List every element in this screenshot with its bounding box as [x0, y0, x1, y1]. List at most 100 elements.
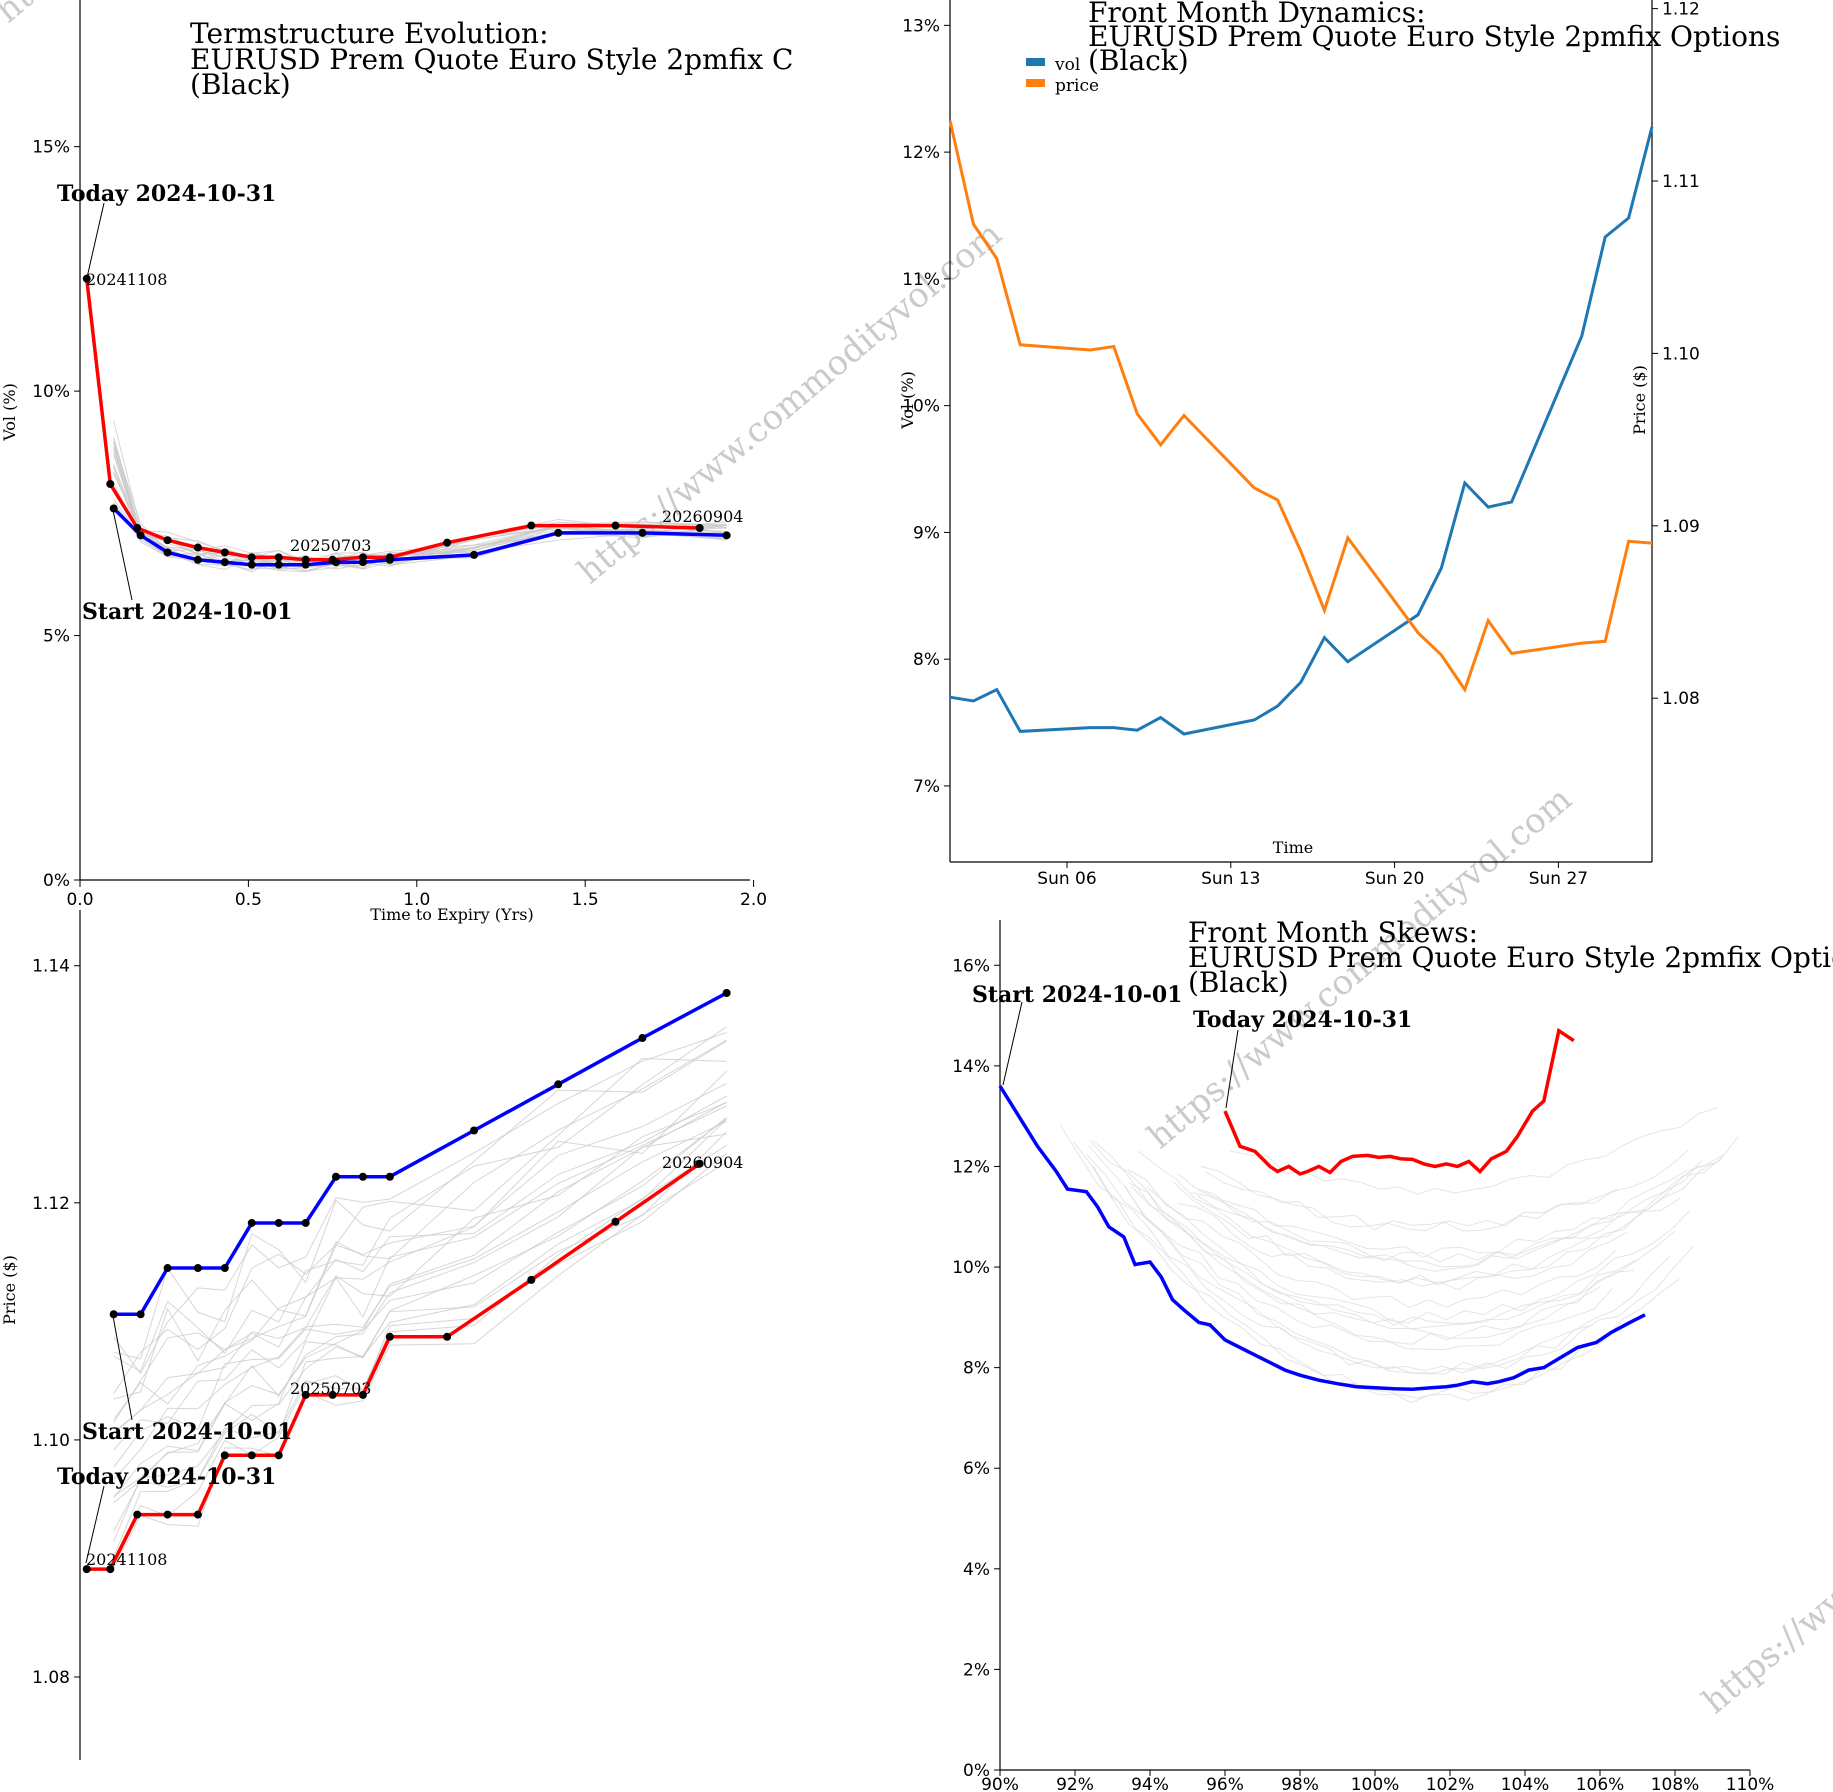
termprice-today-point [527, 1275, 536, 1284]
skew-today-arrow [1225, 1029, 1239, 1109]
termprice-start-point [109, 1310, 118, 1319]
termprice-history-line [113, 1118, 727, 1542]
termprice-today-point [82, 1565, 91, 1574]
front-x-tick-label: Sun 13 [1201, 869, 1260, 889]
termvol-y-axis-title: Vol (%) [0, 383, 19, 442]
skew-history-lines [1060, 1107, 1739, 1404]
skew-y-tick-label: 14% [952, 1057, 990, 1077]
front-x-tick-label: Sun 27 [1529, 869, 1588, 889]
termvol-today-point [611, 521, 620, 530]
front-x-tick-label: Sun 20 [1365, 869, 1424, 889]
termvol-start-point [554, 528, 563, 537]
front-x-axis-title: Time [1273, 838, 1313, 857]
legend-label-price: price [1055, 76, 1099, 96]
termprice-y-ticks: 1.08 1.10 1.12 1.14 [32, 957, 80, 1688]
skew-title-line-2: EURUSD Prem Quote Euro Style 2pmfix Opti… [1188, 941, 1833, 974]
termprice-history-line [113, 1070, 727, 1420]
front-y-tick-label: 11% [902, 270, 940, 290]
termvol-x-tick-label: 0.5 [235, 890, 262, 910]
termprice-history-lines [113, 1026, 727, 1569]
skew-today-line [1223, 1027, 1575, 1176]
skew-x-tick-label: 102% [1426, 1775, 1475, 1792]
termprice-today-point [695, 1159, 704, 1168]
front-panel: 7%8%9%10%11%12%13% 1.081.091.101.111.12 … [898, 0, 1780, 889]
termprice-today-point [247, 1451, 256, 1460]
termvol-y-tick-label: 10% [32, 382, 70, 402]
termvol-last-expiry-label: 20260904 [662, 507, 743, 526]
skew-y-tick-label: 2% [963, 1660, 990, 1680]
skew-y-tick-label: 0% [963, 1761, 990, 1781]
skew-history-line [1177, 1202, 1628, 1291]
termprice-history-line [113, 1095, 727, 1434]
termvol-start-point [274, 560, 283, 569]
skew-history-line [1086, 1153, 1593, 1374]
termprice-start-point [638, 1034, 647, 1043]
front-price-line [948, 120, 1653, 693]
termvol-today-point [193, 543, 202, 552]
termvol-start-point [163, 548, 172, 557]
front-x-ticks: Sun 06 Sun 13 Sun 20 Sun 27 [1037, 862, 1588, 889]
termvol-x-tick-label: 0.0 [66, 890, 93, 910]
legend-swatch-price [1026, 79, 1045, 87]
skew-history-line [1229, 1107, 1718, 1195]
termvol-start-point [331, 558, 340, 567]
termprice-today-line [86, 1162, 701, 1571]
termprice-start-point [301, 1218, 310, 1227]
termprice-start-point [136, 1310, 145, 1319]
termprice-today-point [220, 1451, 229, 1460]
termvol-start-point [358, 558, 367, 567]
termvol-today-point [163, 536, 172, 545]
termprice-history-line [113, 1105, 727, 1451]
termvol-x-tick-label: 1.5 [572, 890, 599, 910]
termprice-start-annotation: Start 2024-10-01 [82, 1419, 292, 1445]
termprice-start-point [554, 1080, 563, 1089]
termprice-y-tick-label: 1.10 [32, 1431, 70, 1451]
skew-history-line [1205, 1171, 1618, 1231]
termprice-y-axis-title: Price ($) [0, 1255, 19, 1325]
front-title-line-1: Front Month Dynamics: [1088, 0, 1426, 29]
skew-series [998, 1027, 1646, 1392]
front-y2-tick-label: 1.10 [1662, 344, 1700, 364]
termprice-y-tick-label: 1.12 [32, 1194, 70, 1214]
skew-history-line [1093, 1166, 1694, 1375]
termprice-start-point [220, 1264, 229, 1273]
front-right-y-ticks: 1.08 1.09 1.10 1.11 1.12 [1652, 0, 1700, 709]
skew-y-ticks: 0% 2% 4% 6% 8% 10% 12% 14% 16% [952, 956, 1000, 1781]
legend-swatch-vol [1026, 58, 1045, 66]
termvol-today-point [527, 521, 536, 530]
front-y-tick-label: 9% [913, 523, 940, 543]
skew-y-tick-label: 6% [963, 1459, 990, 1479]
front-y-tick-label: 7% [913, 777, 940, 797]
termprice-start-point [722, 988, 731, 997]
skew-history-line [1173, 1181, 1681, 1284]
skew-start-line [998, 1085, 1646, 1392]
front-series [948, 120, 1654, 736]
termprice-mid-expiry-label: 20250703 [290, 1379, 371, 1398]
termprice-today-point [106, 1565, 115, 1574]
front-y-tick-label: 10% [902, 397, 940, 417]
termprice-today-point [301, 1390, 310, 1399]
front-y2-tick-label: 1.11 [1662, 172, 1700, 192]
front-title-line-2: EURUSD Prem Quote Euro Style 2pmfix Opti… [1088, 20, 1780, 53]
skew-history-line [1089, 1139, 1634, 1341]
termprice-today-point [274, 1451, 283, 1460]
skew-x-tick-label: 100% [1351, 1775, 1400, 1792]
skew-x-tick-label: 98% [1281, 1775, 1319, 1792]
skew-y-tick-label: 16% [952, 956, 990, 976]
termvol-title-line-3: (Black) [190, 68, 291, 101]
front-y2-tick-label: 1.09 [1662, 517, 1700, 537]
termvol-mid-expiry-label: 20250703 [290, 536, 371, 555]
termprice-today-point [163, 1510, 172, 1519]
termprice-start-point [274, 1218, 283, 1227]
termvol-start-point [247, 560, 256, 569]
termvol-today-line [84, 278, 700, 562]
skew-panel: 0% 2% 4% 6% 8% 10% 12% 14% 16% 90% 92% 94% 96% 98% 10… [952, 916, 1833, 1792]
termvol-start-point [470, 550, 479, 559]
termvol-start-point [109, 504, 118, 513]
termprice-today-arrow [85, 1485, 105, 1564]
skew-history-line [1200, 1149, 1689, 1232]
termvol-y-tick-label: 0% [43, 871, 70, 891]
skew-y-tick-label: 4% [963, 1560, 990, 1580]
skew-x-tick-label: 92% [1056, 1775, 1094, 1792]
